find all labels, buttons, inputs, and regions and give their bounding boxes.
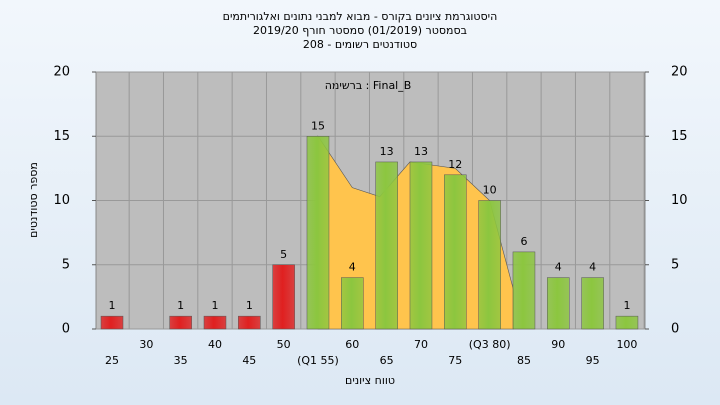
x-tick-label: 90 <box>551 338 565 351</box>
y-tick-label: 15 <box>53 129 70 144</box>
chart-subtitle: בסמסטר (01/2019) סמסטר חורף 2019/20 <box>253 24 467 37</box>
x-tick-label: 50 <box>277 338 291 351</box>
x-tick-label: 60 <box>345 338 359 351</box>
bar <box>272 264 295 330</box>
x-tick-label: 30 <box>139 338 153 351</box>
value-label: 13 <box>414 145 428 158</box>
x-tick-label: 45 <box>242 354 256 367</box>
value-label: 4 <box>349 261 356 274</box>
x-tick-label: 65 <box>380 354 394 367</box>
value-label: 1 <box>177 299 184 312</box>
bar <box>615 315 639 330</box>
value-label: 4 <box>589 261 596 274</box>
x-axis-label: טווח ציונים <box>345 374 395 387</box>
y-tick-label: 5 <box>62 257 70 272</box>
value-label: 1 <box>623 299 630 312</box>
bar <box>341 277 364 330</box>
bar <box>375 161 398 330</box>
y-tick-label: 20 <box>53 65 70 80</box>
y2-tick-label: 0 <box>671 322 679 337</box>
bar <box>238 315 261 330</box>
value-label: 15 <box>311 119 325 132</box>
x-tick-label: 95 <box>586 354 600 367</box>
x-tick-label: 85 <box>517 354 531 367</box>
bar <box>512 251 536 330</box>
y2-tick-label: 5 <box>671 257 679 272</box>
bar <box>100 315 124 330</box>
bar <box>444 174 467 330</box>
y-tick-label: 0 <box>62 322 70 337</box>
bar <box>581 277 604 330</box>
value-label: 5 <box>280 248 287 261</box>
x-tick-label: 70 <box>414 338 428 351</box>
x-tick-label: (Q3 80) <box>469 338 511 351</box>
x-tick-label: 40 <box>208 338 222 351</box>
y2-tick-label: 10 <box>671 193 688 208</box>
bar <box>547 277 570 330</box>
value-label: 13 <box>380 145 394 158</box>
bar <box>478 200 501 330</box>
value-label: 1 <box>246 299 253 312</box>
value-label: 4 <box>555 261 562 274</box>
x-tick-label: (Q1 55) <box>297 354 339 367</box>
y2-tick-label: 15 <box>671 129 688 144</box>
value-label: 6 <box>520 235 527 248</box>
value-label: 1 <box>109 299 116 312</box>
x-tick-label: 100 <box>616 338 637 351</box>
bar <box>203 315 227 330</box>
chart-title: היסטוגרמת ציונים בקורס - מבוא למבני נתונ… <box>223 10 498 23</box>
x-tick-label: 35 <box>174 354 188 367</box>
bar <box>409 161 433 330</box>
x-tick-label: 75 <box>448 354 462 367</box>
chart-subtitle: סטודנטים רשומים - 208 <box>303 38 417 51</box>
bar <box>169 315 192 330</box>
value-label: 10 <box>483 184 497 197</box>
bar <box>306 136 330 330</box>
y2-tick-label: 20 <box>671 65 688 80</box>
y-axis-label: מספר סטודנטים <box>27 162 40 238</box>
annotation: ברשימה : Final_B <box>325 79 412 92</box>
y-tick-label: 10 <box>53 193 70 208</box>
value-label: 1 <box>211 299 218 312</box>
x-tick-label: 25 <box>105 354 119 367</box>
value-label: 12 <box>448 158 462 171</box>
